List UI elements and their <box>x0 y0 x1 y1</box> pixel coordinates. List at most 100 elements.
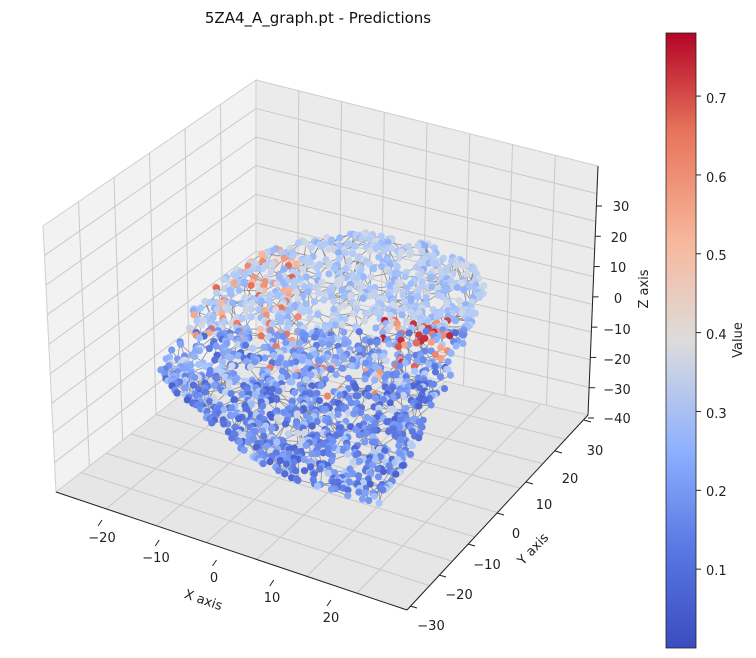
data-point <box>247 313 255 321</box>
data-point <box>273 414 281 422</box>
data-point <box>206 397 214 406</box>
data-point <box>400 341 408 349</box>
data-point <box>336 391 344 399</box>
data-point <box>244 438 252 446</box>
data-point <box>385 340 393 348</box>
data-point <box>228 434 236 442</box>
data-point <box>218 358 226 366</box>
data-point <box>327 238 335 247</box>
data-point <box>372 324 380 332</box>
data-point <box>446 332 454 340</box>
data-point <box>190 311 198 319</box>
data-point <box>306 353 314 361</box>
data-point <box>300 467 309 475</box>
data-point <box>247 281 255 290</box>
grid-lines <box>44 90 598 594</box>
data-point <box>330 305 338 313</box>
data-point <box>210 381 218 389</box>
data-point <box>331 321 339 329</box>
data-point <box>427 401 435 409</box>
grid-line <box>504 144 513 396</box>
data-point <box>330 479 338 487</box>
data-point <box>292 467 300 475</box>
data-point <box>421 242 429 250</box>
data-point <box>324 469 332 477</box>
data-point <box>325 340 333 348</box>
data-point <box>213 289 221 297</box>
data-point <box>279 332 287 341</box>
data-point <box>365 496 373 505</box>
data-point <box>282 460 290 468</box>
x-tick-mark <box>326 599 332 607</box>
data-point <box>381 373 389 381</box>
data-point <box>168 346 176 354</box>
z-tick-label: 10 <box>610 261 627 276</box>
data-point <box>317 242 325 250</box>
data-point <box>259 402 267 410</box>
grid-line <box>78 201 90 467</box>
data-point <box>386 269 394 277</box>
data-point <box>315 289 323 297</box>
data-point <box>394 343 402 351</box>
data-point <box>247 400 256 408</box>
data-point <box>291 352 299 360</box>
data-point <box>338 286 346 294</box>
data-point <box>367 470 375 478</box>
data-point <box>261 354 269 362</box>
data-point <box>419 356 427 364</box>
data-point <box>459 339 467 347</box>
data-point <box>183 396 191 404</box>
data-point <box>443 264 451 272</box>
data-point <box>251 358 259 366</box>
data-point <box>357 408 365 417</box>
data-point <box>285 319 293 327</box>
data-point <box>318 339 326 347</box>
data-point <box>240 280 248 288</box>
x-tick-mark <box>97 519 103 527</box>
z-tick-label: 30 <box>613 200 630 215</box>
data-point <box>293 260 301 268</box>
data-point <box>273 280 281 288</box>
data-point <box>459 331 467 339</box>
data-point <box>344 409 352 417</box>
data-point <box>349 250 357 258</box>
data-point <box>318 278 326 286</box>
data-point <box>242 341 250 349</box>
grid-line <box>47 165 257 316</box>
scatter-points <box>157 229 488 507</box>
data-point <box>395 423 404 431</box>
data-point <box>444 358 452 366</box>
data-point <box>412 302 420 310</box>
grid-line <box>184 128 190 389</box>
data-point <box>202 388 210 396</box>
data-point <box>294 295 302 303</box>
chart-title: 5ZA4_A_graph.pt - Predictions <box>205 9 431 28</box>
grid-line <box>255 165 595 250</box>
data-point <box>313 264 321 272</box>
data-point <box>273 438 281 446</box>
data-point <box>307 463 315 471</box>
data-point <box>283 372 291 380</box>
data-point <box>256 325 265 333</box>
data-point <box>219 350 227 358</box>
data-point <box>374 473 383 481</box>
data-point <box>416 384 424 392</box>
colorbar-label: Value <box>731 322 746 358</box>
data-point <box>444 366 452 374</box>
data-point <box>228 362 236 370</box>
data-point <box>332 431 340 439</box>
data-point <box>440 385 449 393</box>
data-point <box>405 251 413 259</box>
data-point <box>268 413 276 421</box>
x-tick-label: −10 <box>142 551 169 566</box>
data-point <box>340 340 348 348</box>
data-point <box>344 374 353 382</box>
data-point <box>360 317 369 325</box>
data-point <box>280 254 288 262</box>
data-point <box>228 412 236 420</box>
data-point <box>291 388 299 397</box>
y-tick-label: 30 <box>587 444 604 459</box>
data-point <box>365 235 373 243</box>
data-point <box>288 359 296 367</box>
data-point <box>275 387 283 395</box>
